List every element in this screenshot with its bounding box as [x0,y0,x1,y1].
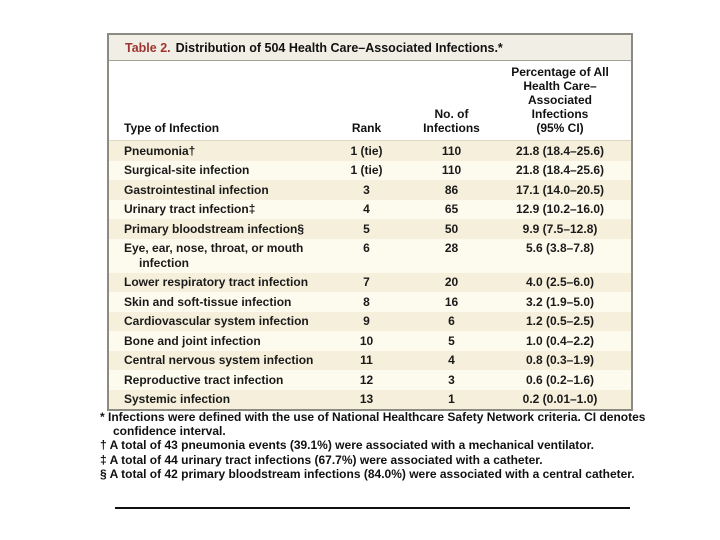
cell-percentage-ci: 0.6 (0.2–1.6) [525,372,595,387]
cell-percentage-ci: 0.8 (0.3–1.9) [525,353,595,367]
infection-table-card: Table 2. Distribution of 504 Health Care–… [107,33,633,411]
footnote-text: A total of 44 urinary tract infections (… [109,452,543,467]
cell-rank: 3 [363,182,370,197]
cell-no-of-infections: 16 [444,294,459,309]
cell-no-of-infections: 3 [448,372,455,387]
cell-percentage-ci: 21.8 (18.4–25.6) [515,163,605,177]
table-header-row: Type of Infection Rank No. of Infections… [109,61,631,141]
column-header-no-of-infections: No. of Infections [423,107,480,135]
cell-percentage-ci: 12.9 (10.2–16.0) [515,202,605,216]
cell-percentage-ci: 1.0 (0.4–2.2) [525,333,595,348]
cell-no-of-infections: 6 [448,314,455,328]
cell-rank: 10 [359,333,374,348]
footnote: ‡ A total of 44 urinary tract infections… [100,452,646,468]
cell-no-of-infections: 1 [448,392,455,406]
cell-type: Gastrointestinal infection [124,182,269,197]
column-header-percentage-ci: Percentage of All Health Care– Associate… [511,65,609,135]
table-row: Pneumonia† 1 (tie) 110 21.8 (18.4–25.6) [109,141,631,161]
bottom-rule-divider [115,507,630,509]
table-row: Surgical-site infection 1 (tie) 110 21.8 (1… [109,160,631,180]
table-row: Central nervous system infection 11 4 0.8 (… [109,350,631,370]
footnote-symbol: § [100,467,107,481]
table-row: Systemic infection 13 1 0.2 (0.01–1.0) [109,389,631,409]
cell-percentage-ci: 17.1 (14.0–20.5) [515,182,605,197]
table-row: Reproductive tract infection 12 3 0.6 (0.2–… [109,370,631,390]
footnote-symbol: * [100,410,105,424]
table-title: Distribution of 504 Health Care–Associat… [175,41,503,55]
cell-type: Lower respiratory tract infection [124,275,309,289]
table-body: Pneumonia† 1 (tie) 110 21.8 (18.4–25.6) Surg… [109,141,631,409]
cell-type: Central nervous system infection [124,353,314,367]
column-header-rank: Rank [351,121,382,135]
cell-type: Reproductive tract infection [124,372,284,387]
table-row: Bone and joint infection 10 5 1.0 (0.4–2.2) [109,331,631,351]
cell-type: Surgical-site infection [124,163,250,177]
cell-rank: 1 (tie) [350,143,383,158]
cell-rank: 8 [363,294,370,309]
cell-type: Bone and joint infection [124,333,261,348]
table-row: Primary bloodstream infection§ 5 50 9.9 (7.… [109,219,631,239]
cell-rank: 12 [359,372,374,387]
cell-no-of-infections: 4 [448,353,455,367]
cell-percentage-ci: 21.8 (18.4–25.6) [515,143,605,158]
cell-no-of-infections: 5 [448,333,455,348]
cell-no-of-infections: 110 [441,163,462,177]
cell-type: Urinary tract infection‡ [124,202,256,216]
cell-type: Pneumonia† [124,143,196,158]
table-row: Gastrointestinal infection 3 86 17.1 (14.0–… [109,180,631,200]
cell-rank: 4 [363,202,370,216]
table-row: Skin and soft-tissue infection 8 16 3.2 (1.… [109,292,631,312]
cell-no-of-infections: 50 [444,221,459,236]
footnote-symbol: ‡ [100,452,107,467]
cell-type: Primary bloodstream infection§ [124,221,305,236]
cell-type: Systemic infection [124,392,231,406]
cell-no-of-infections: 65 [444,202,459,216]
cell-rank: 6 [363,241,370,255]
table-number-label: Table 2. [125,41,171,55]
footnote: § A total of 42 primary bloodstream infe… [100,467,646,482]
cell-rank: 11 [360,353,373,367]
cell-no-of-infections: 86 [444,182,459,197]
cell-rank: 7 [363,275,370,289]
cell-percentage-ci: 4.0 (2.5–6.0) [525,275,595,289]
table-row: Eye, ear, nose, throat, or mouth infecti… [109,238,631,273]
footnotes: * Infections were defined with the use o… [100,410,646,483]
cell-rank: 9 [363,314,370,328]
table-row: Cardiovascular system infection 9 6 1.2 (0.… [109,311,631,331]
table-row: Urinary tract infection‡ 4 65 12.9 (10.2–16… [109,199,631,219]
cell-rank: 13 [359,392,374,406]
cell-percentage-ci: 9.9 (7.5–12.8) [522,221,598,236]
cell-type: Cardiovascular system infection [124,314,309,328]
cell-type: Skin and soft-tissue infection [124,294,292,309]
footnote-text: A total of 43 pneumonia events (39.1%) w… [109,438,594,452]
cell-no-of-infections: 110 [441,143,462,158]
cell-percentage-ci: 5.6 (3.8–7.8) [525,241,595,255]
table-row: Lower respiratory tract infection 7 20 4.0 … [109,272,631,292]
cell-no-of-infections: 20 [444,275,459,289]
table-title-bar: Table 2. Distribution of 504 Health Care–… [109,35,631,61]
cell-rank: 5 [363,221,370,236]
footnote: † A total of 43 pneumonia events (39.1%)… [100,438,646,453]
footnote: * Infections were defined with the use o… [100,410,646,438]
footnote-text: Infections were defined with the use of … [108,410,646,438]
footnote-symbol: † [100,438,107,452]
cell-percentage-ci: 1.2 (0.5–2.5) [525,314,595,328]
cell-percentage-ci: 3.2 (1.9–5.0) [525,294,595,309]
footnote-text: A total of 42 primary bloodstream infect… [109,467,635,481]
cell-percentage-ci: 0.2 (0.01–1.0) [522,392,598,406]
column-header-type: Type of Infection [124,121,220,135]
cell-rank: 1 (tie) [350,163,383,177]
cell-type: Eye, ear, nose, throat, or mouth infecti… [124,241,304,270]
cell-no-of-infections: 28 [444,241,459,255]
